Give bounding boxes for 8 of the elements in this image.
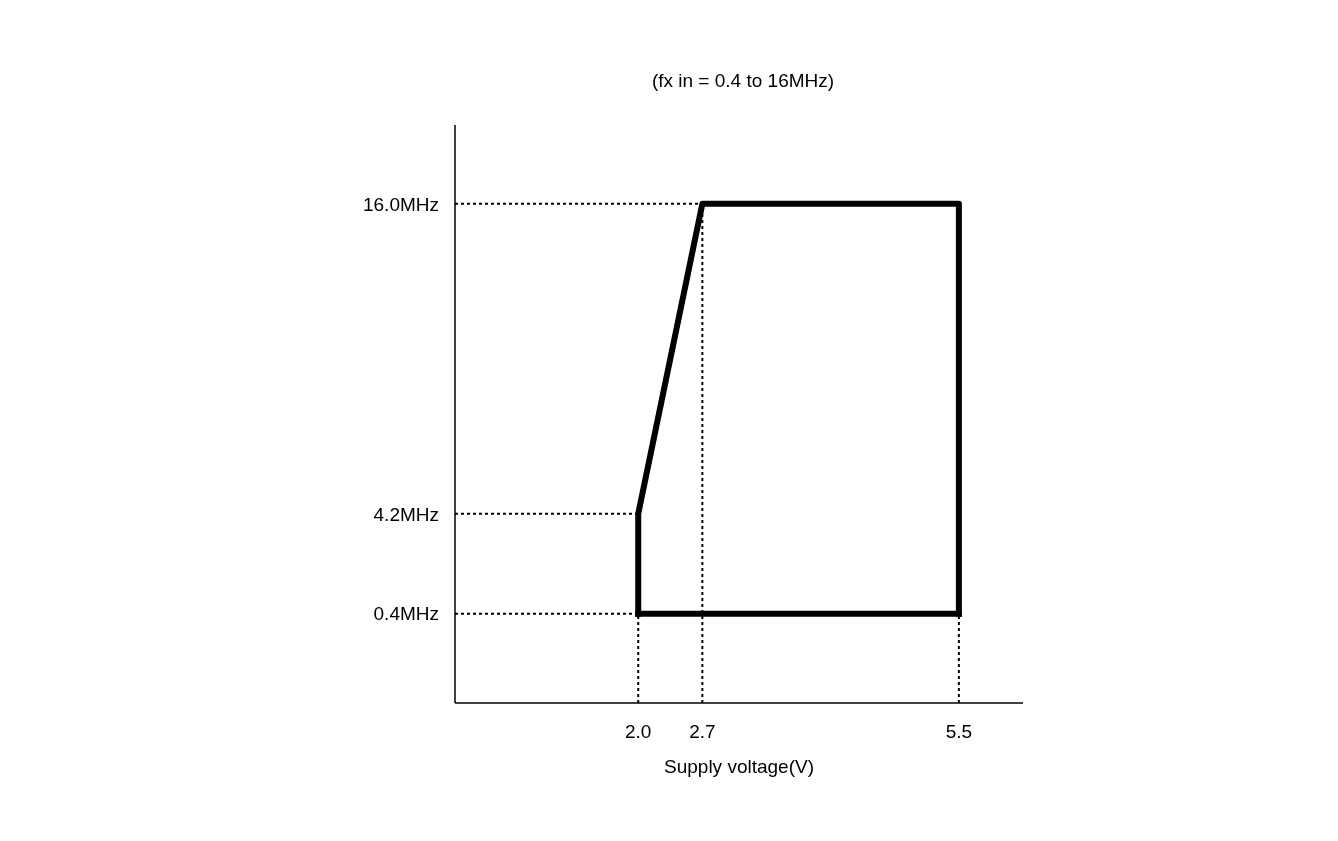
x-tick-label: 2.7 [689, 721, 716, 743]
x-tick-label: 2.0 [625, 721, 652, 743]
y-tick-label: 16.0MHz [362, 193, 439, 215]
chart-title: (fx in = 0.4 to 16MHz) [650, 70, 836, 92]
y-tick-label: 0.4MHz [373, 603, 439, 625]
y-tick-label: 4.2MHz [373, 503, 439, 525]
x-axis-title: Supply voltage(V) [664, 756, 814, 777]
x-tick-label: 5.5 [945, 721, 973, 743]
